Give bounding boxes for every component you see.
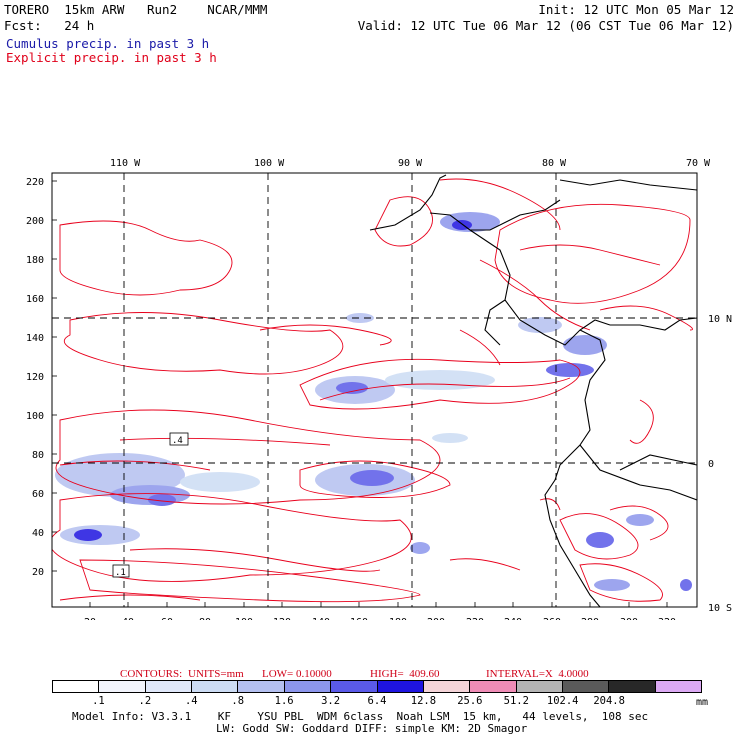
grid-label: 80 <box>32 450 44 461</box>
color-scale-label: 3.2 <box>321 695 341 707</box>
color-scale-cell <box>423 681 471 692</box>
grid-label: 220 <box>466 617 484 620</box>
latlon-grid <box>52 173 697 607</box>
color-scale-cell <box>145 681 193 692</box>
grid-label: 60 <box>161 617 173 620</box>
cumulus-precip-shading <box>55 212 692 591</box>
contour-info-contours: CONTOURS: <box>120 668 183 680</box>
precipitation-map: .4 .1 110 W 100 W 90 W 80 W 70 W 10 N 0 … <box>26 158 732 620</box>
grid-label: 320 <box>658 617 676 620</box>
color-scale-label: 1.6 <box>274 695 294 707</box>
grid-label: 40 <box>32 528 44 539</box>
color-scale-label: 51.2 <box>503 695 529 707</box>
color-scale-cell <box>655 681 702 692</box>
lon-label: 90 W <box>398 158 423 169</box>
explicit-field-label: Explicit precip. in past 3 h <box>6 50 217 65</box>
latitude-labels: 10 N 0 10 S <box>708 314 732 614</box>
color-scale-label: 6.4 <box>367 695 387 707</box>
color-scale-label: .2 <box>138 695 152 707</box>
bottom-grid-index <box>89 602 668 607</box>
lon-label: 80 W <box>542 158 567 169</box>
grid-label: 160 <box>350 617 368 620</box>
contour-info-interval: INTERVAL=X 4.0000 <box>486 668 589 680</box>
init-time: Init: 12 UTC Mon 05 Mar 12 <box>538 2 734 17</box>
grid-label: 240 <box>504 617 522 620</box>
model-info-line2: LW: Godd SW: Goddard DIFF: simple KM: 2D… <box>216 722 528 735</box>
model-title: TORERO 15km ARW Run2 NCAR/MMM <box>4 2 268 17</box>
grid-label: 100 <box>26 411 44 422</box>
grid-label: 60 <box>32 489 44 500</box>
grid-label: 120 <box>26 372 44 383</box>
grid-label: 180 <box>389 617 407 620</box>
color-scale-cell <box>562 681 610 692</box>
grid-label: 280 <box>581 617 599 620</box>
color-scale-label: 102.4 <box>546 695 579 707</box>
color-scale-cell <box>377 681 424 692</box>
contour-label: .4 <box>172 436 183 446</box>
color-scale-cell <box>53 681 100 692</box>
longitude-labels: 110 W 100 W 90 W 80 W 70 W <box>110 158 711 169</box>
color-scale-label: .8 <box>231 695 245 707</box>
grid-label: 140 <box>312 617 330 620</box>
color-scale-label: 204.8 <box>593 695 625 707</box>
color-scale-unit: mm <box>696 697 709 708</box>
lon-label: 110 W <box>110 158 141 169</box>
grid-label: 220 <box>26 177 44 188</box>
lat-label: 10 S <box>708 603 732 614</box>
color-scale-cell <box>470 681 517 692</box>
color-scale-cell <box>192 681 239 692</box>
contour-info-units: UNITS=mm <box>188 668 244 680</box>
valid-time: Valid: 12 UTC Tue 06 Mar 12 (06 CST Tue … <box>357 18 734 33</box>
left-grid-index <box>52 180 57 572</box>
grid-label: 120 <box>273 617 291 620</box>
grid-label: 200 <box>427 617 445 620</box>
color-scale-bar <box>52 680 702 693</box>
lon-label: 70 W <box>686 158 711 169</box>
color-scale-label: 12.8 <box>410 695 437 707</box>
color-scale-label: 25.6 <box>457 695 483 707</box>
grid-label: 200 <box>26 216 44 227</box>
cumulus-field-label: Cumulus precip. in past 3 h <box>6 36 210 51</box>
grid-label: 20 <box>84 617 96 620</box>
color-scale-label: .4 <box>184 695 198 707</box>
grid-label: 140 <box>26 333 44 344</box>
color-scale-cell <box>609 681 656 692</box>
grid-label: 40 <box>122 617 134 620</box>
lon-label: 100 W <box>254 158 285 169</box>
color-scale-cell <box>516 681 563 692</box>
contour-info-high: HIGH= 409.60 <box>370 668 440 680</box>
forecast-hour: Fcst: 24 h <box>4 18 95 33</box>
color-scale-label: .1 <box>92 695 105 707</box>
map-frame <box>51 172 698 608</box>
contour-label-box <box>112 564 130 578</box>
color-scale-cell <box>331 681 378 692</box>
grid-label: 260 <box>543 617 561 620</box>
map-plot-area: .4 .1 <box>52 173 697 607</box>
bottom-grid-labels: 20 40 60 80 100 120 140 160 180 200 220 … <box>84 617 676 620</box>
contour-label: .1 <box>115 568 126 578</box>
grid-label: 80 <box>199 617 211 620</box>
contour-label-box <box>169 432 189 446</box>
explicit-precip-contours <box>52 178 693 603</box>
grid-label: 300 <box>620 617 638 620</box>
lat-label: 10 N <box>708 314 732 325</box>
grid-label: 20 <box>32 567 44 578</box>
grid-label: 160 <box>26 294 44 305</box>
left-grid-labels: 220 200 180 160 140 120 100 80 60 40 20 <box>26 177 44 578</box>
grid-label: 100 <box>235 617 253 620</box>
color-scale-cell <box>284 681 332 692</box>
color-scale-cell <box>238 681 285 692</box>
contour-info-low: LOW= 0.10000 <box>262 668 332 680</box>
grid-label: 180 <box>26 255 44 266</box>
lat-label: 0 <box>708 459 714 470</box>
color-scale-cell <box>99 681 146 692</box>
model-info-line1: Model Info: V3.3.1 KF YSU PBL WDM 6class… <box>72 710 649 723</box>
coastlines <box>369 174 697 607</box>
